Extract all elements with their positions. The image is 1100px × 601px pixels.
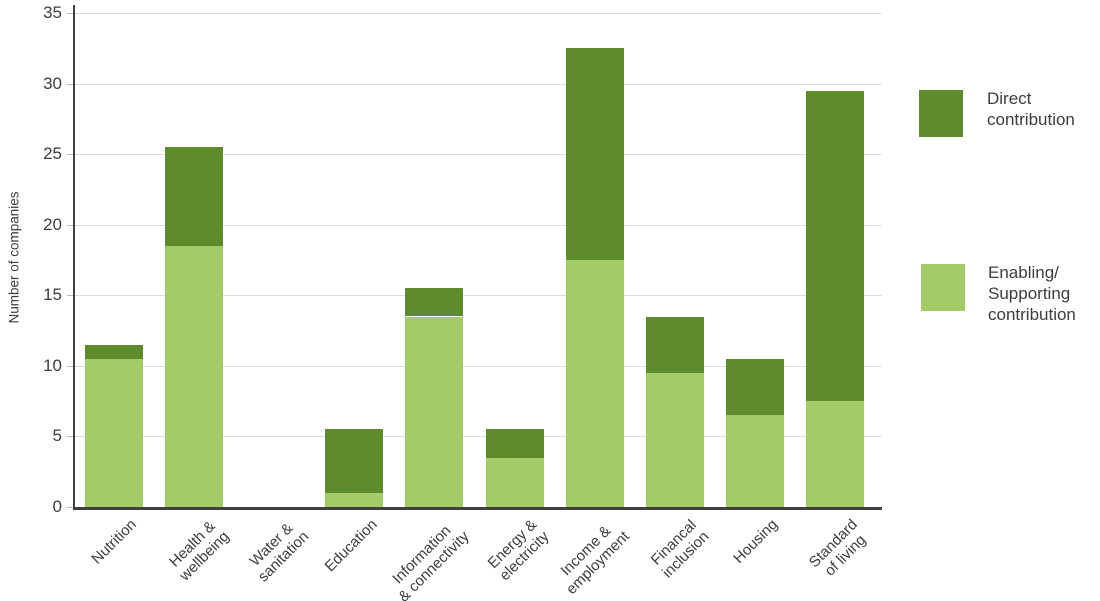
y-tick-label-15: 15 (43, 285, 62, 305)
y-tick-0 (67, 507, 73, 508)
bar-segment-direct-education (325, 429, 384, 493)
x-label-financal: Financal inclusion (647, 516, 713, 582)
y-tick-5 (67, 436, 73, 438)
bar-segment-enabling-nutrition (85, 358, 143, 507)
gridline-20 (75, 224, 882, 226)
gridline-25 (75, 154, 882, 156)
y-tick-label-30: 30 (43, 73, 62, 93)
bar-segment-enabling-financal (645, 372, 704, 507)
bar-segment-enabling-information (405, 316, 464, 507)
gridline-10 (75, 365, 882, 367)
gridline-35 (75, 13, 882, 14)
x-label-standard: Standard of living (805, 516, 870, 580)
y-tick-25 (67, 154, 73, 156)
y-tick-30 (67, 83, 73, 85)
bar-segment-direct-nutrition (85, 344, 143, 359)
legend-label-enabling: Enabling/ Supporting contribution (988, 263, 1076, 324)
bar-segment-direct-information (405, 288, 464, 317)
y-tick-15 (67, 295, 73, 297)
bar-segment-direct-income (565, 48, 624, 260)
bar-segment-direct-health (165, 147, 224, 246)
bar-segment-direct-standard (805, 90, 864, 402)
y-tick-label-20: 20 (43, 214, 62, 234)
y-tick-label-0: 0 (52, 497, 62, 516)
y-tick-label-25: 25 (43, 144, 62, 164)
x-label-housing: Housing (729, 516, 781, 567)
y-tick-label-35: 35 (43, 3, 62, 22)
bar-segment-enabling-income (565, 260, 624, 507)
y-axis-line (73, 5, 75, 510)
gridline-5 (75, 436, 882, 438)
legend-swatch-enabling (921, 264, 965, 311)
x-label-information: Information & connectivity (389, 522, 473, 601)
bar-segment-enabling-health (165, 245, 224, 507)
x-label-energy: Energy & electricity (484, 516, 553, 585)
bar-segment-enabling-education (325, 492, 384, 507)
bar-segment-direct-financal (645, 316, 704, 373)
x-label-nutrition: Nutrition (88, 516, 141, 568)
legend-label-direct: Direct contribution (987, 89, 1075, 129)
bar-segment-enabling-standard (805, 401, 864, 507)
bar-segment-direct-housing (725, 358, 784, 416)
x-label-health: Health & wellbeing (165, 517, 233, 585)
y-tick-10 (67, 365, 73, 367)
x-label-income: Income & employment (557, 522, 633, 598)
y-tick-20 (67, 224, 73, 226)
legend-swatch-direct (919, 90, 963, 137)
y-tick-label-10: 10 (43, 355, 62, 375)
bar-segment-enabling-energy (485, 457, 544, 507)
x-axis-line (73, 507, 882, 510)
x-label-education: Education (321, 516, 381, 576)
x-label-water: Water & sanitation (246, 519, 313, 586)
gridline-30 (75, 83, 882, 85)
y-tick-35 (67, 13, 73, 14)
bar-segment-direct-energy (485, 429, 544, 458)
bar-segment-enabling-housing (725, 415, 784, 507)
gridline-15 (75, 295, 882, 297)
y-tick-label-5: 5 (52, 426, 62, 446)
